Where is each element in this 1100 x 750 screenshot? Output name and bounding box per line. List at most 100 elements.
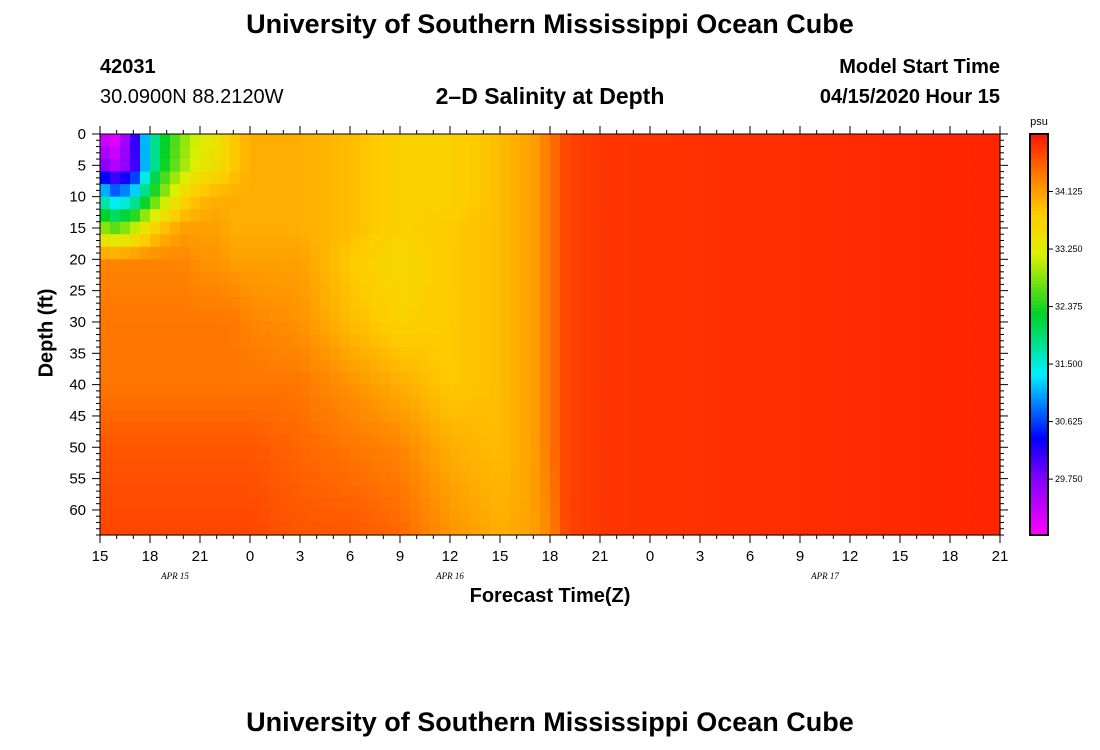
heatmap-cell	[850, 284, 861, 298]
heatmap-cell	[370, 196, 381, 210]
heatmap-cell	[640, 309, 651, 323]
heatmap-cell	[320, 522, 331, 536]
heatmap-cell	[430, 146, 441, 160]
heatmap-cell	[980, 284, 991, 298]
heatmap-cell	[560, 372, 571, 386]
colorbar-segment	[1030, 508, 1048, 513]
heatmap-cell	[750, 309, 761, 323]
heatmap-cell	[840, 271, 851, 285]
heatmap-cell	[780, 159, 791, 173]
heatmap-cell	[580, 472, 591, 486]
heatmap-cell	[270, 497, 281, 511]
heatmap-cell	[710, 347, 721, 361]
heatmap-cell	[720, 146, 731, 160]
heatmap-cell	[450, 509, 461, 524]
heatmap-cell	[350, 409, 361, 423]
heatmap-cell	[930, 484, 941, 499]
heatmap-cell	[520, 271, 531, 285]
heatmap-cell	[490, 459, 501, 473]
heatmap-cell	[810, 309, 821, 323]
heatmap-cell	[910, 434, 921, 448]
heatmap-cell	[590, 184, 601, 198]
heatmap-cell	[580, 159, 591, 173]
heatmap-cell	[450, 296, 461, 311]
heatmap-cell	[910, 522, 921, 536]
x-tick-label: 15	[892, 548, 909, 565]
heatmap-cell	[970, 184, 981, 198]
heatmap-cell	[510, 372, 521, 386]
heatmap-cell	[420, 509, 431, 524]
heatmap-cell	[900, 309, 911, 323]
heatmap-cell	[390, 522, 401, 536]
heatmap-cell	[160, 171, 171, 185]
heatmap-cell	[840, 397, 851, 411]
heatmap-cell	[910, 509, 921, 524]
colorbar-segment	[1030, 408, 1048, 412]
heatmap-cell	[780, 522, 791, 536]
heatmap-cell	[330, 459, 341, 473]
heatmap-cell	[840, 284, 851, 298]
heatmap-cell	[770, 271, 781, 285]
heatmap-cell	[470, 359, 481, 373]
heatmap-cell	[150, 234, 161, 248]
heatmap-cell	[770, 447, 781, 461]
heatmap-cell	[820, 184, 831, 198]
heatmap-cell	[700, 209, 711, 223]
heatmap-cell	[960, 184, 971, 198]
heatmap-cell	[930, 209, 941, 223]
heatmap-cell	[400, 159, 411, 173]
heatmap-cell	[280, 334, 291, 348]
heatmap-cell	[780, 271, 791, 285]
heatmap-cell	[520, 384, 531, 398]
heatmap-cell	[620, 447, 631, 461]
colorbar-segment	[1030, 478, 1048, 483]
heatmap-cell	[330, 271, 341, 285]
heatmap-cell	[200, 259, 211, 273]
heatmap-cell	[960, 321, 971, 336]
x-tick-label: 12	[442, 548, 459, 565]
heatmap-cell	[860, 209, 871, 223]
heatmap-cell	[710, 184, 721, 198]
heatmap-cell	[900, 159, 911, 173]
heatmap-cell	[960, 372, 971, 386]
heatmap-cell	[470, 209, 481, 223]
heatmap-cell	[730, 146, 741, 160]
heatmap-cell	[210, 509, 221, 524]
heatmap-cell	[280, 159, 291, 173]
heatmap-cell	[820, 221, 831, 235]
heatmap-cell	[510, 196, 521, 210]
heatmap-cell	[370, 484, 381, 499]
heatmap-cell	[440, 196, 451, 210]
heatmap-cell	[440, 397, 451, 411]
heatmap-cell	[410, 384, 421, 398]
heatmap-cell	[780, 409, 791, 423]
heatmap-cell	[960, 447, 971, 461]
heatmap-cell	[770, 159, 781, 173]
heatmap-cell	[100, 296, 111, 311]
heatmap-cell	[790, 309, 801, 323]
heatmap-cell	[670, 372, 681, 386]
heatmap-cell	[210, 409, 221, 423]
heatmap-cell	[680, 459, 691, 473]
heatmap-cell	[940, 234, 951, 248]
heatmap-cell	[870, 271, 881, 285]
heatmap-cell	[650, 359, 661, 373]
heatmap-cell	[840, 434, 851, 448]
heatmap-cell	[210, 522, 221, 536]
heatmap-cell	[260, 347, 271, 361]
heatmap-cell	[640, 509, 651, 524]
heatmap-cell	[710, 397, 721, 411]
heatmap-cell	[400, 196, 411, 210]
heatmap-cell	[160, 484, 171, 499]
heatmap-cell	[190, 209, 201, 223]
heatmap-cell	[100, 472, 111, 486]
x-tick-label: 18	[142, 548, 159, 565]
heatmap-cell	[900, 284, 911, 298]
colorbar-segment	[1030, 257, 1048, 262]
heatmap-cell	[840, 372, 851, 386]
heatmap-cell	[240, 459, 251, 473]
heatmap-cell	[530, 509, 541, 524]
heatmap-cell	[560, 359, 571, 373]
heatmap-cell	[450, 209, 461, 223]
heatmap-cell	[680, 321, 691, 336]
